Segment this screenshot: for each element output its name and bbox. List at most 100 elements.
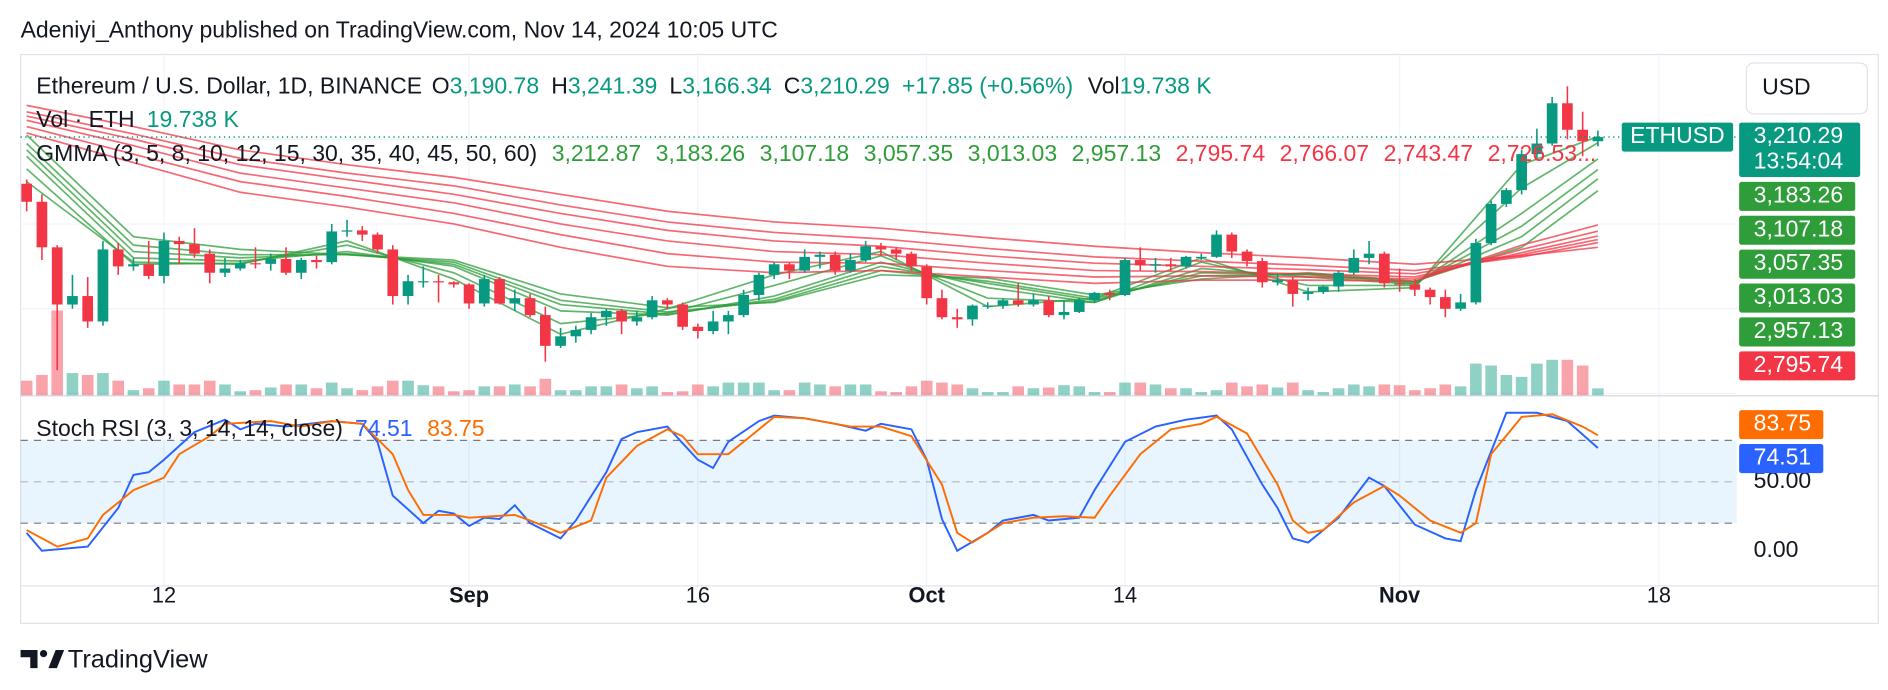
volume-bar (1531, 363, 1543, 396)
volume-bar (1164, 388, 1177, 396)
stoch-tag: 74.51 (1754, 444, 1812, 470)
candle-body (280, 258, 292, 273)
candle-body (936, 298, 948, 318)
volume-bar (478, 386, 491, 396)
gmma-line (26, 134, 1599, 309)
candle-body (738, 294, 749, 316)
candle-body (677, 304, 688, 327)
candle-body (707, 321, 719, 332)
candle-body (1073, 300, 1085, 312)
gmma-line (26, 110, 1599, 272)
countdown: 13:54:04 (1754, 148, 1844, 174)
candle-body (616, 310, 627, 322)
chart-frame (19, 53, 1879, 624)
candle-body (463, 284, 475, 304)
volume-bar (1271, 387, 1284, 396)
volume-bar (1424, 388, 1436, 396)
volume-bar (1073, 386, 1086, 396)
volume-bar (234, 391, 247, 396)
volume-value: 19.738 K (147, 106, 240, 132)
gmma-tag-box (1739, 317, 1856, 347)
volume-bar (1195, 392, 1208, 396)
gmma-title: GMMA (3, 5, 8, 10, 12, 15, 30, 35, 40, 4… (36, 140, 537, 166)
volume-bar (264, 387, 277, 396)
volume-bar (1134, 382, 1147, 396)
volume-bar (875, 391, 887, 396)
volume-bar (173, 384, 186, 396)
stoch-title: Stoch RSI (3, 3, 14, 14, close) (36, 415, 343, 441)
candle-body (1104, 292, 1116, 295)
candle-body (448, 282, 460, 285)
volume-bar (112, 380, 125, 396)
volume-bar (158, 380, 170, 396)
candle-body (921, 266, 933, 299)
volume-bar (859, 384, 872, 396)
stoch-line (26, 413, 1599, 548)
candle-body (875, 246, 887, 250)
volume-bar (829, 386, 841, 396)
currency-label[interactable]: USD (1762, 74, 1811, 100)
volume-bar (1592, 388, 1604, 396)
gmma-tag: 3,183.26 (1754, 181, 1843, 207)
volume-bar (432, 386, 445, 396)
volume-bar (920, 380, 933, 396)
volume-bar (1561, 359, 1574, 396)
volume-bar (1576, 365, 1589, 396)
candle-body (341, 230, 353, 232)
candle-body (646, 300, 658, 318)
volume-bar (936, 382, 948, 396)
volume-bar (1302, 390, 1314, 396)
candle-body (631, 317, 643, 322)
candle-body (555, 336, 566, 346)
candle-body (890, 249, 902, 254)
gmma-legend-value: 3,057.35 (864, 140, 953, 166)
candle-body (82, 296, 94, 322)
volume-bar (585, 386, 597, 396)
candle-body (982, 305, 994, 307)
gmma-legend-value: 2,726.53... (1488, 140, 1597, 166)
volume-bar (1210, 390, 1223, 396)
volume-title: Vol · ETH (36, 106, 134, 132)
ohlc-letter: L (669, 72, 682, 98)
candle-body (1501, 190, 1512, 204)
volume-bar (310, 388, 323, 396)
currency-button[interactable] (1745, 62, 1869, 115)
volume-bar (402, 380, 414, 396)
volume-bar (753, 382, 765, 396)
candle-body (1302, 291, 1314, 294)
stoch-tag: 83.75 (1754, 410, 1812, 436)
candle-body (143, 264, 155, 276)
candle-body (250, 263, 261, 265)
stoch-legend-value: 83.75 (427, 415, 485, 441)
ohlc-value: 3,241.39 (568, 72, 657, 98)
candle-body (1028, 300, 1039, 305)
volume-bar (97, 373, 109, 396)
volume-bar (1393, 385, 1406, 396)
gmma-line (26, 125, 1599, 280)
candle-body (372, 234, 383, 250)
gmma-legend-value: 3,107.18 (760, 140, 849, 166)
gmma-legend-value: 2,957.13 (1072, 140, 1161, 166)
volume-bar (493, 386, 506, 396)
symbol-tag: ETHUSD (1630, 122, 1725, 148)
candle-body (753, 274, 765, 295)
price-tag-box (1739, 122, 1861, 178)
candle-body (1287, 280, 1299, 294)
gmma-legend-value: 2,766.07 (1280, 140, 1369, 166)
volume-bar (1241, 386, 1253, 396)
x-tick-label: 18 (1647, 582, 1671, 607)
candle-body (829, 254, 841, 271)
volume-bar (36, 374, 48, 396)
candle-body (1012, 300, 1024, 305)
volume-bar (1103, 392, 1116, 396)
volume-bar (249, 390, 262, 396)
gmma-line (26, 149, 1599, 315)
candle-body (51, 247, 63, 305)
change-label: +17.85 (+0.56%) (902, 72, 1073, 98)
ohlc-letter: O (432, 72, 450, 98)
gmma-line (26, 132, 1599, 285)
gmma-tag-box (1739, 249, 1856, 279)
candle-body (1272, 280, 1283, 283)
volume-bar (997, 392, 1009, 396)
